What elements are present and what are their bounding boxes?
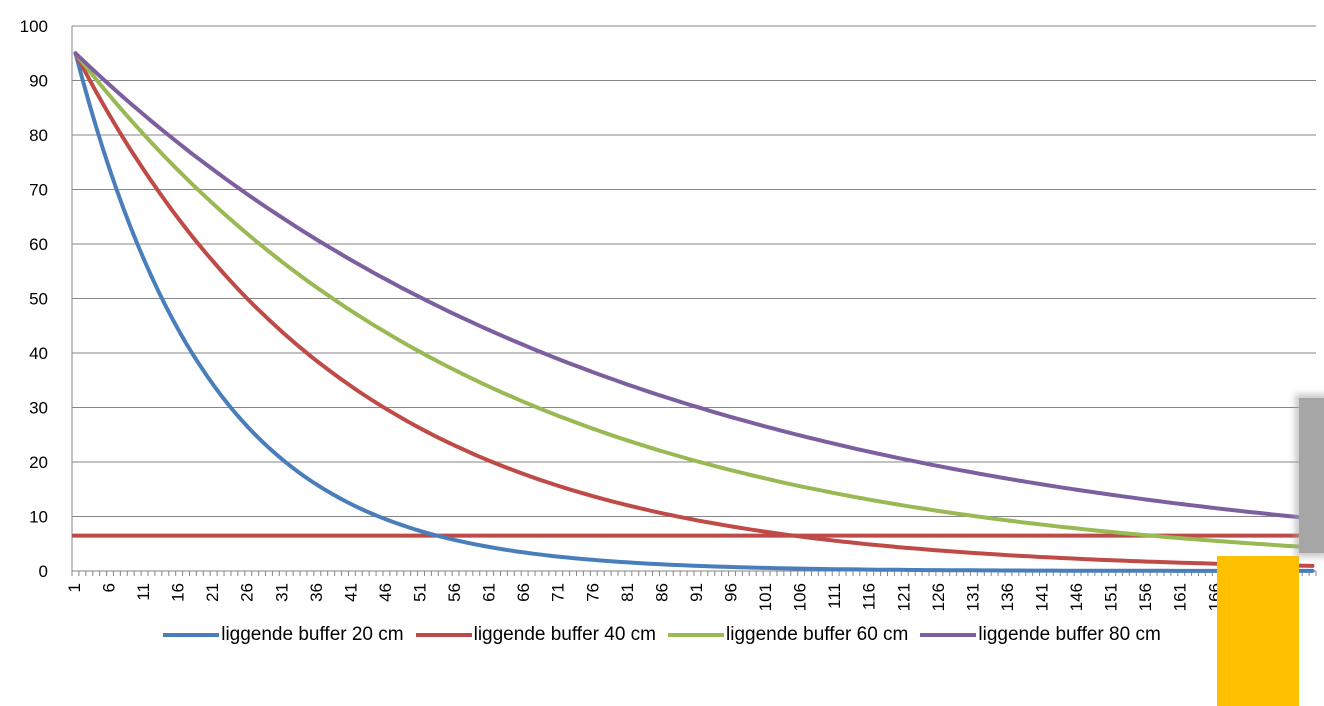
x-tick-label-21: 21 — [203, 583, 222, 602]
x-tick-label-1: 1 — [65, 583, 84, 592]
x-tick-label-26: 26 — [238, 583, 257, 602]
legend-item-series-4: liggende buffer 80 cm — [920, 624, 1161, 646]
x-tick-label-146: 146 — [1067, 583, 1086, 611]
series-line-2 — [73, 51, 1315, 568]
x-tick-label-116: 116 — [860, 583, 879, 610]
x-tick-label-126: 126 — [929, 583, 948, 611]
legend-label-series-1: liggende buffer 20 cm — [221, 624, 404, 645]
x-tick-label-121: 121 — [894, 583, 913, 611]
x-tick-label-81: 81 — [618, 583, 637, 602]
y-tick-label-80: 80 — [29, 126, 48, 145]
x-tick-label-36: 36 — [307, 583, 326, 602]
y-tick-label-90: 90 — [29, 72, 48, 91]
legend-item-series-3: liggende buffer 60 cm — [668, 624, 908, 646]
y-tick-label-0: 0 — [39, 562, 48, 581]
legend: liggende buffer 20 cm liggende buffer 40… — [0, 620, 1324, 650]
legend-swatch-series-1 — [163, 633, 220, 637]
y-tick-label-100: 100 — [20, 17, 48, 36]
x-tick-label-56: 56 — [445, 583, 464, 602]
yellow-highlight-block — [1217, 556, 1299, 706]
gray-block — [1299, 398, 1324, 553]
x-tick-label-86: 86 — [652, 583, 671, 602]
x-tick-label-16: 16 — [169, 583, 188, 602]
legend-item-series-1: liggende buffer 20 cm — [163, 624, 404, 646]
y-tick-label-70: 70 — [29, 181, 48, 200]
x-tick-label-51: 51 — [410, 583, 429, 602]
x-tick-label-96: 96 — [721, 583, 740, 602]
y-tick-label-40: 40 — [29, 344, 48, 363]
x-tick-label-111: 111 — [825, 583, 844, 609]
x-tick-label-101: 101 — [756, 583, 775, 611]
legend-swatch-series-3 — [668, 633, 724, 637]
legend-label-series-4: liggende buffer 80 cm — [978, 624, 1161, 645]
x-tick-label-11: 11 — [134, 583, 153, 601]
y-tick-label-50: 50 — [29, 290, 48, 309]
y-tick-label-20: 20 — [29, 453, 48, 472]
x-tick-label-91: 91 — [687, 583, 706, 602]
x-tick-label-41: 41 — [341, 583, 360, 602]
legend-label-series-2: liggende buffer 40 cm — [473, 624, 656, 645]
legend-item-series-2: liggende buffer 40 cm — [415, 624, 656, 646]
y-tick-label-60: 60 — [29, 235, 48, 254]
legend-label-series-3: liggende buffer 60 cm — [726, 624, 909, 645]
x-tick-label-141: 141 — [1032, 583, 1051, 611]
x-tick-label-61: 61 — [480, 583, 499, 602]
x-tick-label-156: 156 — [1136, 583, 1155, 611]
legend-swatch-series-2 — [415, 633, 472, 637]
legend-swatch-series-4 — [920, 633, 977, 637]
series-line-3 — [73, 51, 1315, 550]
x-tick-label-66: 66 — [514, 583, 533, 602]
x-tick-label-46: 46 — [376, 583, 395, 602]
y-tick-label-30: 30 — [29, 399, 48, 418]
x-tick-label-151: 151 — [1102, 583, 1121, 611]
x-tick-label-6: 6 — [99, 583, 118, 592]
x-tick-label-161: 161 — [1171, 583, 1190, 611]
series-line-1 — [73, 51, 1315, 573]
x-tick-label-31: 31 — [272, 583, 291, 602]
x-tick-label-106: 106 — [791, 583, 810, 611]
x-tick-label-76: 76 — [583, 583, 602, 602]
x-tick-label-71: 71 — [549, 583, 568, 602]
series-line-4 — [73, 51, 1315, 521]
x-tick-label-131: 131 — [963, 583, 982, 611]
x-tick-label-136: 136 — [998, 583, 1017, 611]
y-tick-label-10: 10 — [29, 508, 48, 527]
